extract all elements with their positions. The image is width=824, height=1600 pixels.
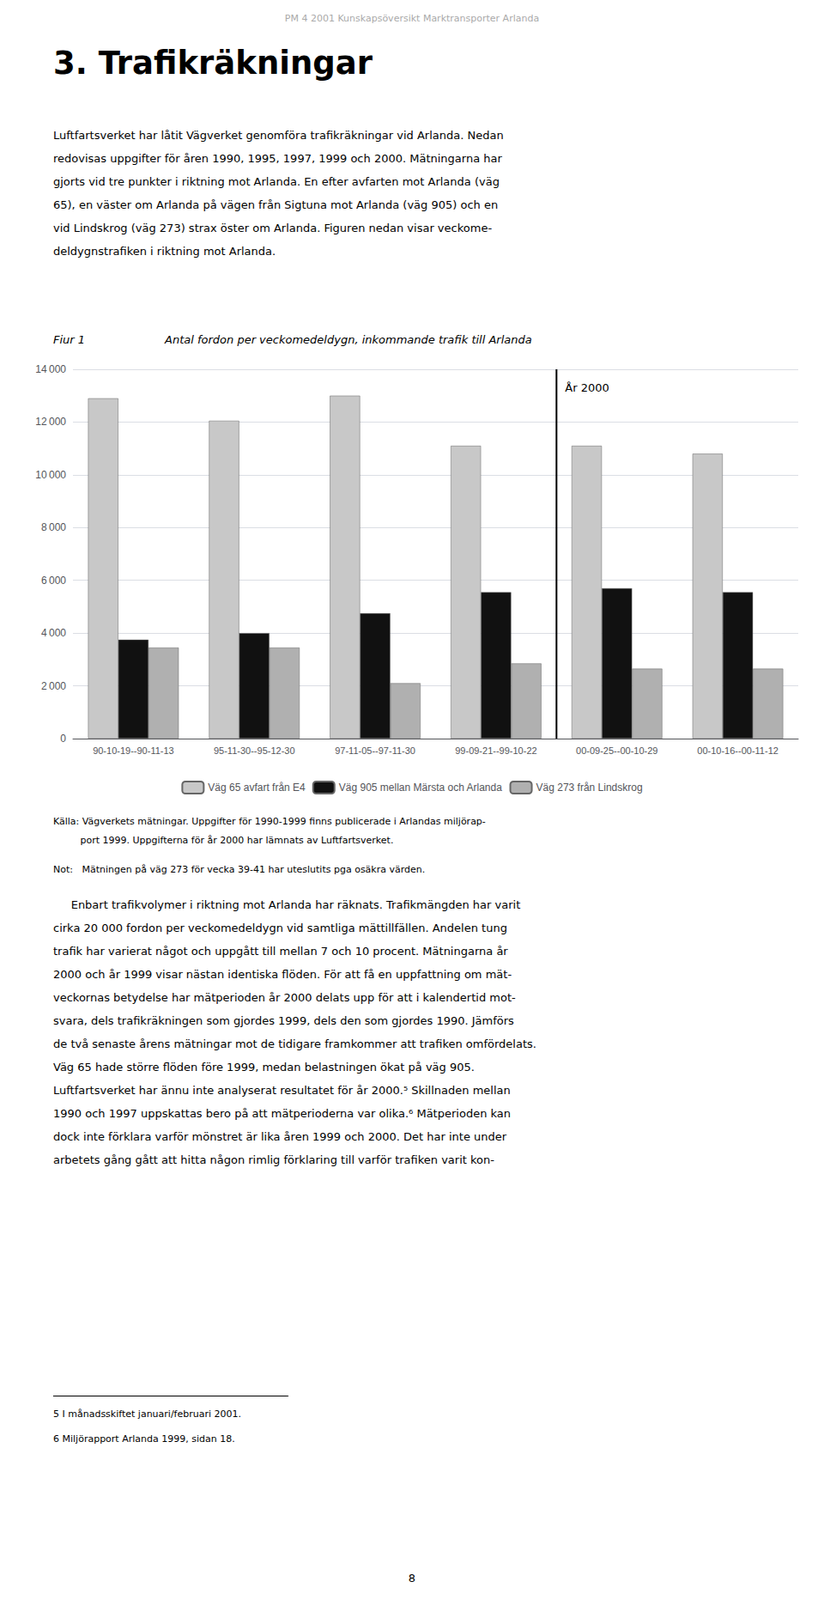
svg-text:År 2000: År 2000 xyxy=(564,381,609,394)
svg-text:00-09-25--00-10-29: 00-09-25--00-10-29 xyxy=(575,745,658,756)
html-text:vid Lindskrog (väg 273) strax: vid Lindskrog (väg 273) strax öster om A… xyxy=(53,221,492,235)
svg-text:0: 0 xyxy=(60,732,67,745)
html-text:Not: Mätningen på väg 273 för: Not: Mätningen på väg 273 för vecka 39-4… xyxy=(53,863,426,875)
html-text:Antal fordon per veckomedeldyg: Antal fordon per veckomedeldygn, inkomma… xyxy=(164,333,532,346)
html-text:svara, dels trafikräkningen so: svara, dels trafikräkningen som gjordes … xyxy=(53,1013,515,1027)
html-text:1990 och 1997 uppskattas bero: 1990 och 1997 uppskattas bero på att mät… xyxy=(53,1106,511,1120)
html-text:Luftfartsverket har ännu inte: Luftfartsverket har ännu inte analyserat… xyxy=(53,1083,511,1097)
html-text:8: 8 xyxy=(408,1570,416,1584)
svg-text:6 000: 6 000 xyxy=(41,574,67,587)
html-text:gjorts vid tre punkter i riktn: gjorts vid tre punkter i riktning mot Ar… xyxy=(53,175,500,188)
svg-text:Väg 905 mellan Märsta och Arla: Väg 905 mellan Märsta och Arlanda xyxy=(339,781,503,794)
svg-text:10 000: 10 000 xyxy=(35,468,67,481)
html-text:cirka 20 000 fordon per veckom: cirka 20 000 fordon per veckomedeldygn v… xyxy=(53,920,508,934)
html-text:5 I månadsskiftet januari/febr: 5 I månadsskiftet januari/februari 2001. xyxy=(53,1407,242,1419)
html-text:Luftfartsverket har låtit Vägv: Luftfartsverket har låtit Vägverket geno… xyxy=(53,128,504,142)
svg-text:2 000: 2 000 xyxy=(41,679,67,692)
html-text:deldygnstrafiken i riktning mo: deldygnstrafiken i riktning mot Arlanda. xyxy=(53,244,276,258)
html-text:PM 4 2001 Kunskapsöversikt Mar: PM 4 2001 Kunskapsöversikt Marktransport… xyxy=(284,12,540,25)
html-text:Enbart trafikvolymer i riktnin: Enbart trafikvolymer i riktning mot Arla… xyxy=(53,897,521,911)
html-text:Väg 65 hade större flöden före: Väg 65 hade större flöden före 1999, med… xyxy=(53,1060,475,1073)
html-text:redovisas uppgifter för åren 1: redovisas uppgifter för åren 1990, 1995,… xyxy=(53,151,502,165)
svg-text:14 000: 14 000 xyxy=(35,363,67,376)
svg-text:Väg 65 avfart från E4: Väg 65 avfart från E4 xyxy=(207,781,306,794)
html-text:Fiur 1: Fiur 1 xyxy=(53,333,86,346)
html-text:65), en väster om Arlanda på v: 65), en väster om Arlanda på vägen från … xyxy=(53,198,499,212)
html-text:port 1999. Uppgifterna för år: port 1999. Uppgifterna för år 2000 har l… xyxy=(53,834,394,846)
svg-text:00-10-16--00-11-12: 00-10-16--00-11-12 xyxy=(696,745,779,756)
svg-text:8 000: 8 000 xyxy=(41,521,67,534)
svg-text:12 000: 12 000 xyxy=(35,415,67,428)
svg-text:95-11-30--95-12-30: 95-11-30--95-12-30 xyxy=(213,745,296,756)
svg-text:90-10-19--90-11-13: 90-10-19--90-11-13 xyxy=(92,745,175,756)
html-text:arbetets gång gått att hitta n: arbetets gång gått att hitta någon rimli… xyxy=(53,1152,495,1166)
svg-text:97-11-05--97-11-30: 97-11-05--97-11-30 xyxy=(334,745,416,756)
html-text:veckornas betydelse har mätper: veckornas betydelse har mätperioden år 2… xyxy=(53,990,516,1004)
svg-text:Väg 273 från Lindskrog: Väg 273 från Lindskrog xyxy=(536,781,643,794)
html-text:trafik har varierat något och: trafik har varierat något och uppgått ti… xyxy=(53,944,508,958)
html-text:6 Miljörapport Arlanda 1999, s: 6 Miljörapport Arlanda 1999, sidan 18. xyxy=(53,1432,235,1444)
svg-text:4 000: 4 000 xyxy=(41,626,67,639)
svg-text:99-09-21--99-10-22: 99-09-21--99-10-22 xyxy=(454,745,537,756)
html-text:Källa: Vägverkets mätningar. U: Källa: Vägverkets mätningar. Uppgifter f… xyxy=(53,815,486,827)
html-text:3. Trafikräkningar: 3. Trafikräkningar xyxy=(53,44,373,82)
html-text:dock inte förklara varför möns: dock inte förklara varför mönstret är li… xyxy=(53,1129,507,1143)
html-text:2000 och år 1999 visar nästan: 2000 och år 1999 visar nästan identiska … xyxy=(53,967,512,981)
html-text:de två senaste årens mätningar: de två senaste årens mätningar mot de ti… xyxy=(53,1036,537,1050)
